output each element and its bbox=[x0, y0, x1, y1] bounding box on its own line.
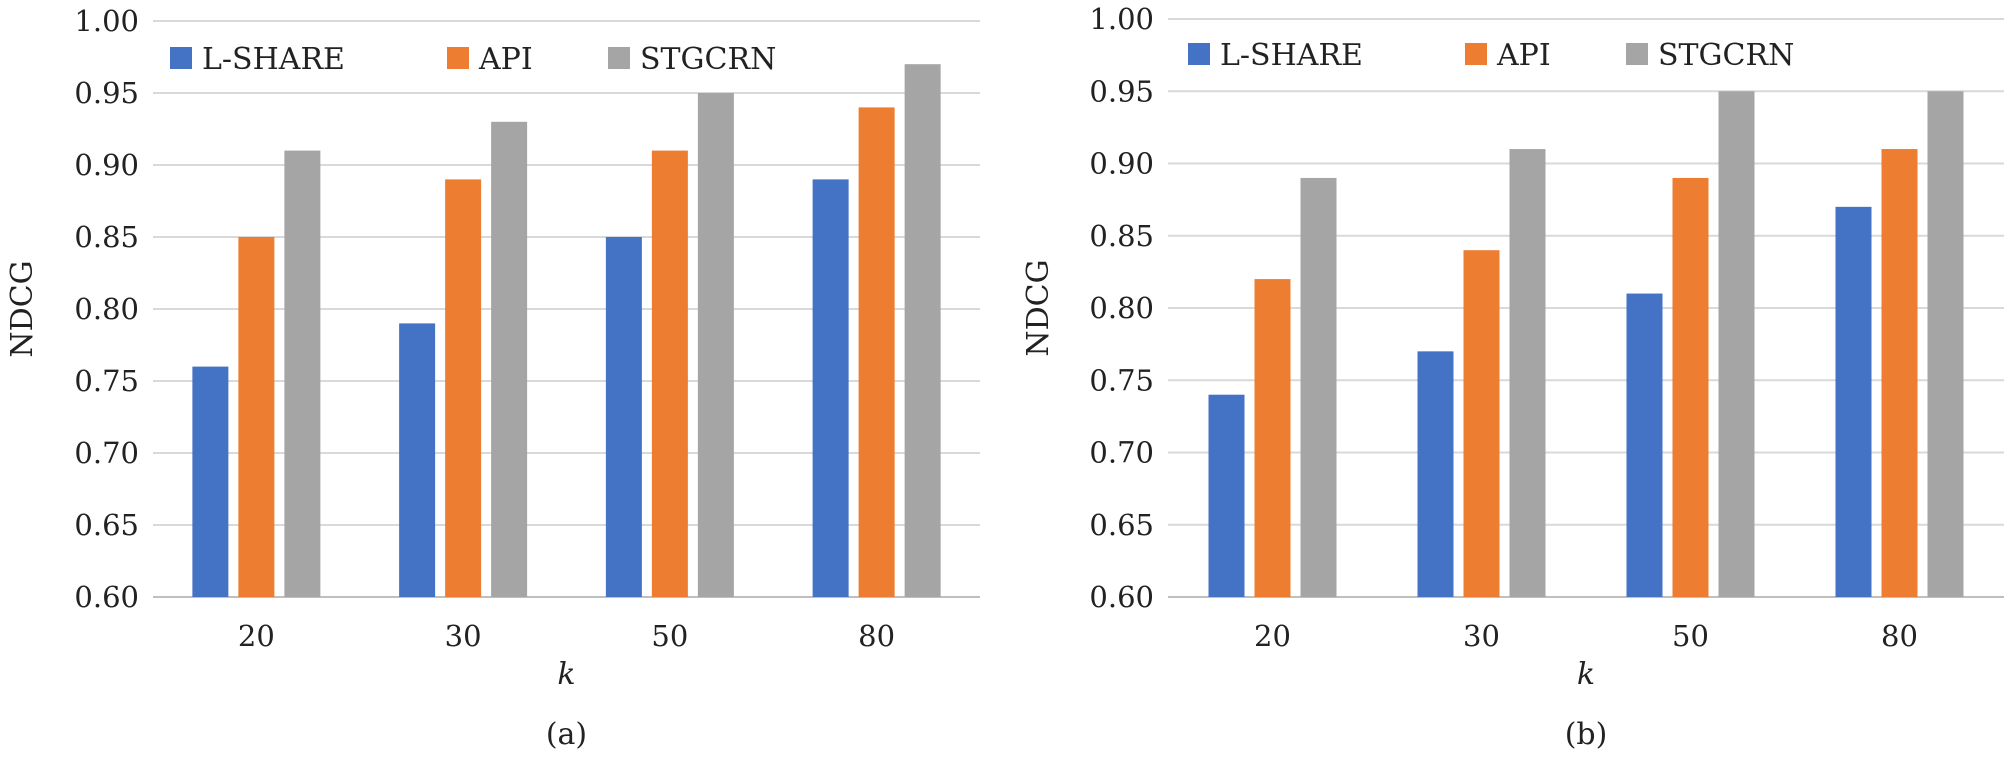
bar-api-k80 bbox=[1881, 149, 1918, 598]
chart-panel-b: 0.60 0.65 0.70 0.75 0.80 0.85 0.90 0.95 1.00 20 30… bbox=[1021, 2, 2004, 752]
legend-label-api: API bbox=[1496, 38, 1551, 73]
x-tick-label: 20 bbox=[1254, 619, 1291, 653]
legend-swatch-l-share bbox=[1188, 43, 1210, 65]
legend-label-stgcrn: STGCRN bbox=[1658, 38, 1794, 73]
bar-l-share-k80 bbox=[812, 179, 849, 597]
legend-label-l-share: L-SHARE bbox=[1220, 38, 1363, 73]
y-tick-label: 0.95 bbox=[74, 76, 139, 110]
y-tick-label: 0.75 bbox=[1089, 363, 1154, 397]
y-tick-label: 0.70 bbox=[74, 436, 139, 470]
y-tick-label: 0.80 bbox=[1089, 291, 1154, 325]
x-axis-label: k bbox=[557, 657, 575, 692]
bar-l-share-k20 bbox=[1208, 394, 1245, 597]
y-tick-label: 0.85 bbox=[1089, 219, 1154, 253]
bar-stgcrn-k30 bbox=[491, 121, 528, 598]
bar-stgcrn-k50 bbox=[1718, 91, 1755, 597]
x-tick-label: 30 bbox=[445, 619, 482, 653]
bar-api-k30 bbox=[1463, 250, 1500, 597]
legend-swatch-api bbox=[447, 47, 469, 69]
chart-panel-a: 0.60 0.65 0.70 0.75 0.80 0.85 0.90 0.95 1.00 20 30… bbox=[5, 4, 980, 752]
y-tick-label: 0.90 bbox=[1089, 147, 1154, 181]
legend-label-stgcrn: STGCRN bbox=[640, 42, 776, 77]
bar-stgcrn-k30 bbox=[1509, 149, 1546, 598]
bar-l-share-k50 bbox=[1626, 293, 1663, 597]
x-axis-label: k bbox=[1577, 657, 1595, 692]
bar-l-share-k20 bbox=[192, 366, 229, 597]
y-axis-label: NDCG bbox=[5, 260, 40, 357]
bar-api-k50 bbox=[1672, 177, 1709, 597]
y-tick-label: 1.00 bbox=[1089, 2, 1154, 36]
legend-swatch-stgcrn bbox=[608, 47, 630, 69]
x-tick-label: 50 bbox=[651, 619, 688, 653]
y-axis-label: NDCG bbox=[1021, 259, 1056, 356]
y-tick-label: 0.80 bbox=[74, 292, 139, 326]
bar-stgcrn-k20 bbox=[1300, 177, 1337, 597]
y-tick-label: 0.75 bbox=[74, 364, 139, 398]
x-tick-label: 20 bbox=[238, 619, 275, 653]
y-tick-label: 0.60 bbox=[1089, 580, 1154, 614]
bar-l-share-k30 bbox=[399, 323, 436, 597]
y-tick-label: 0.90 bbox=[74, 148, 139, 182]
y-tick-label: 0.65 bbox=[1089, 508, 1154, 542]
bar-l-share-k50 bbox=[605, 237, 642, 597]
legend-swatch-stgcrn bbox=[1626, 43, 1648, 65]
x-tick-label: 80 bbox=[1881, 619, 1918, 653]
bar-stgcrn-k80 bbox=[1927, 91, 1964, 597]
bar-stgcrn-k80 bbox=[904, 64, 941, 597]
bar-api-k50 bbox=[651, 150, 688, 597]
bar-api-k20 bbox=[238, 237, 275, 597]
bar-api-k20 bbox=[1254, 279, 1291, 597]
bar-stgcrn-k50 bbox=[697, 93, 734, 597]
legend-swatch-l-share bbox=[170, 47, 192, 69]
panel-caption: (b) bbox=[1565, 717, 1608, 752]
bar-stgcrn-k20 bbox=[284, 150, 321, 597]
x-tick-label: 50 bbox=[1672, 619, 1709, 653]
panel-caption: (a) bbox=[546, 717, 587, 752]
legend-label-l-share: L-SHARE bbox=[202, 42, 345, 77]
y-tick-label: 0.65 bbox=[74, 508, 139, 542]
legend-label-api: API bbox=[478, 42, 533, 77]
x-tick-label: 80 bbox=[858, 619, 895, 653]
y-tick-label: 0.70 bbox=[1089, 436, 1154, 470]
y-tick-label: 0.60 bbox=[74, 580, 139, 614]
y-tick-label: 0.95 bbox=[1089, 74, 1154, 108]
bar-l-share-k80 bbox=[1835, 206, 1872, 597]
y-tick-label: 1.00 bbox=[74, 4, 139, 38]
bar-l-share-k30 bbox=[1417, 351, 1454, 597]
bar-api-k30 bbox=[445, 179, 482, 597]
y-tick-label: 0.85 bbox=[74, 220, 139, 254]
x-tick-label: 30 bbox=[1463, 619, 1500, 653]
legend-swatch-api bbox=[1465, 43, 1487, 65]
bar-api-k80 bbox=[858, 107, 895, 598]
